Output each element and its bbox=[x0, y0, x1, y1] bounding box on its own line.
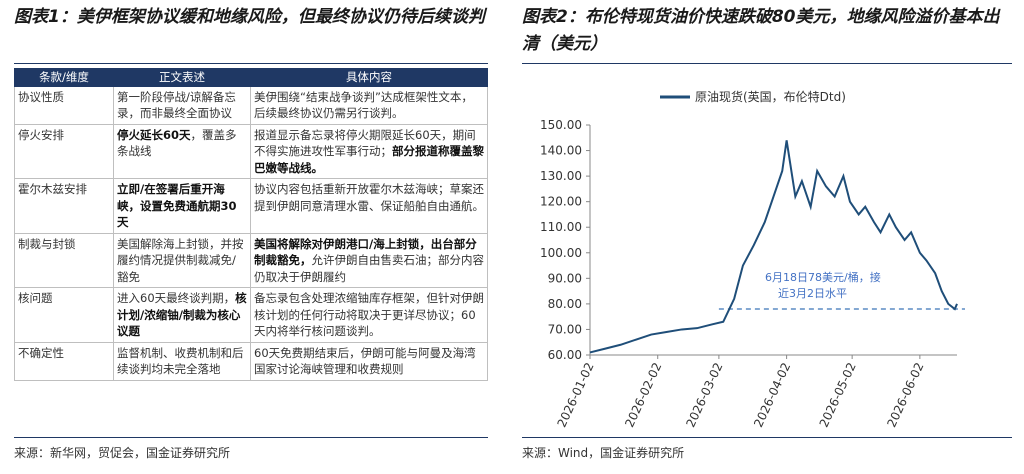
cell-text: 核计划/浓缩铀/制裁为核心议题 bbox=[117, 291, 247, 338]
source: 来源：新华网，贸促会，国金证券研究所 bbox=[14, 446, 231, 460]
cell-text: 立即/在签署后重开海峡，设置免费通航期30天 bbox=[117, 182, 237, 229]
cell-text: 霍尔木兹安排 bbox=[18, 182, 87, 196]
annotation: 近3月2日水平 bbox=[778, 287, 847, 300]
y-tick-label: 60.00 bbox=[548, 348, 582, 362]
y-tick-label: 110.00 bbox=[540, 220, 582, 234]
table-cell: 协议内容包括重新开放霍尔木兹海峡；草案还提到伊朗同意清理水雷、保证船舶自由通航。 bbox=[250, 178, 488, 234]
table-row: 协议性质 第一阶段停战/谅解备忘录，而非最终全面协议 美伊围绕“结束战争谈判”达成框… bbox=[14, 85, 488, 125]
cell-text: 报道显示备忘录将停火期限延长60天，期间不得实施进攻性军事行动； bbox=[254, 127, 476, 159]
table-cell: 协议性质 bbox=[14, 85, 114, 125]
cell-text: 允许伊朗自由售卖石油；部分内容仍取决于伊朗履约 bbox=[254, 253, 484, 284]
y-tick-label: 100.00 bbox=[540, 246, 582, 260]
cell-text: ，覆盖多条战线 bbox=[117, 127, 237, 159]
table-cell: 停火安排 bbox=[14, 123, 114, 179]
cell-text: 不确定性 bbox=[18, 345, 64, 360]
y-tick-label: 80.00 bbox=[548, 297, 582, 311]
table-cell: 霍尔木兹安排 bbox=[14, 178, 114, 234]
x-tick-label: 2026-03-02 bbox=[683, 360, 725, 429]
cell-text: 核问题 bbox=[18, 291, 53, 305]
y-tick-label: 140.00 bbox=[540, 144, 582, 158]
table-row: 霍尔木兹安排 立即/在签署后重开海峡，设置免费通航期30天 协议内容包括重新开放霍尔… bbox=[14, 178, 488, 234]
table-cell: 美国将解除对伊朗港口/海上封锁，出台部分制裁豁免，允许伊朗自由售卖石油；部分内容… bbox=[250, 232, 488, 288]
cell-text: 进入60天最终谈判期， bbox=[117, 291, 236, 305]
rule bbox=[14, 63, 488, 64]
data-line bbox=[589, 140, 958, 354]
table-cell: 备忘录包含处理浓缩铀库存框架，但针对伊朗核计划的任何行动将取决于更详尽协议；60… bbox=[250, 287, 488, 343]
cell-text: 部分报道称覆盖黎巴嫩等战线。 bbox=[254, 144, 484, 175]
table-cell: 监督机制、收费机制和后续谈判均未完全落地 bbox=[113, 341, 251, 381]
chart: 60.00 70.00 80.00 90.00 100.00 110.00 120.00 13… bbox=[540, 89, 965, 429]
header-cell: 具体内容 bbox=[250, 68, 488, 87]
cell-text: 停火延长60天 bbox=[117, 127, 191, 142]
rule bbox=[522, 63, 1012, 64]
cell-text: 第一阶段停战/谅解备忘录，而非最终全面协议 bbox=[117, 89, 236, 121]
source: 来源：Wind，国金证券研究所 bbox=[522, 446, 685, 460]
cell-text: 备忘录包含处理浓缩铀库存框架，但针对伊朗核计划的任何行动将取决于更详尽协议；60… bbox=[254, 291, 484, 338]
y-tick-label: 90.00 bbox=[548, 271, 582, 285]
cell-text: 美伊围绕“结束战争谈判”达成框架性文本，后续最终协议仍需另行谈判。 bbox=[254, 89, 473, 121]
header-cell: 正文表述 bbox=[113, 68, 251, 87]
rule bbox=[14, 437, 488, 438]
cell-text: 美国解除海上封锁，并按履约情况提供制裁减免/豁免 bbox=[117, 236, 244, 284]
table-cell: 报道显示备忘录将停火期限延长60天，期间不得实施进攻性军事行动；部分报道称覆盖黎… bbox=[250, 123, 488, 179]
table-row: 制裁与封锁 美国解除海上封锁，并按履约情况提供制裁减免/豁免 美国将解除对伊朗港口/… bbox=[14, 232, 488, 288]
table-cell: 不确定性 bbox=[14, 341, 114, 381]
cell-text: 美国将解除对伊朗港口/海上封锁，出台部分制裁豁免， bbox=[254, 236, 477, 268]
y-tick-label: 70.00 bbox=[548, 322, 582, 336]
x-tick-label: 2026-05-02 bbox=[817, 360, 859, 429]
cell-text: 60天免费期结束后，伊朗可能与阿曼及海湾国家讨论海峡管理和收费规则 bbox=[254, 345, 476, 377]
table-cell: 美国解除海上封锁，并按履约情况提供制裁减免/豁免 bbox=[113, 232, 251, 288]
cell-text: 停火安排 bbox=[18, 127, 64, 142]
cell-text: 协议性质 bbox=[18, 89, 64, 104]
table-cell: 停火延长60天，覆盖多条战线 bbox=[113, 123, 251, 179]
cell-text: 监督机制、收费机制和后续谈判均未完全落地 bbox=[117, 345, 244, 377]
x-tick-label: 2026-04-02 bbox=[751, 360, 793, 429]
panel-title: 图表2：布伦特现货油价快速跌破80美元，地缘风险溢价基本出清（美元） bbox=[522, 7, 1000, 54]
table-cell: 进入60天最终谈判期，核计划/浓缩铀/制裁为核心议题 bbox=[113, 287, 251, 343]
table-row: 停火安排 停火延长60天，覆盖多条战线 报道显示备忘录将停火期限延长60天，期间不得… bbox=[14, 123, 488, 179]
table-cell: 立即/在签署后重开海峡，设置免费通航期30天 bbox=[113, 178, 251, 234]
y-tick-label: 150.00 bbox=[540, 118, 582, 132]
table-cell: 美伊围绕“结束战争谈判”达成框架性文本，后续最终协议仍需另行谈判。 bbox=[250, 85, 488, 125]
table-cell: 第一阶段停战/谅解备忘录，而非最终全面协议 bbox=[113, 85, 251, 125]
cell-text: 协议内容包括重新开放霍尔木兹海峡；草案还提到伊朗同意清理水雷、保证船舶自由通航。 bbox=[254, 182, 484, 213]
legend-label: 原油现货(英国，布伦特Dtd) bbox=[695, 89, 846, 104]
x-tick-label: 2026-01-02 bbox=[555, 360, 597, 429]
table-cell: 制裁与封锁 bbox=[14, 232, 114, 288]
y-tick-label: 130.00 bbox=[540, 169, 582, 183]
table: 条款/维度 正文表述 具体内容协议性质 第一阶段停战/谅解备忘录，而非最终全面协议 美伊… bbox=[14, 68, 488, 381]
rule bbox=[522, 437, 1012, 438]
x-tick-label: 2026-02-02 bbox=[622, 360, 664, 429]
annotation: 6月18日78美元/桶，接 bbox=[765, 270, 881, 284]
header-cell: 条款/维度 bbox=[14, 68, 114, 87]
table-row: 核问题 进入60天最终谈判期，核计划/浓缩铀/制裁为核心议题 备忘录包含处理浓缩铀库… bbox=[14, 287, 488, 343]
panel-title: 图表1：美伊框架协议缓和地缘风险，但最终协议仍待后续谈判 bbox=[14, 7, 485, 27]
table-cell: 核问题 bbox=[14, 287, 114, 343]
table-cell: 60天免费期结束后，伊朗可能与阿曼及海湾国家讨论海峡管理和收费规则 bbox=[250, 341, 488, 381]
y-tick-label: 120.00 bbox=[540, 195, 582, 209]
x-tick-label: 2026-06-02 bbox=[884, 360, 926, 429]
cell-text: 制裁与封锁 bbox=[18, 236, 76, 251]
table-row: 不确定性 监督机制、收费机制和后续谈判均未完全落地 60天免费期结束后，伊朗可能与阿… bbox=[14, 341, 488, 381]
